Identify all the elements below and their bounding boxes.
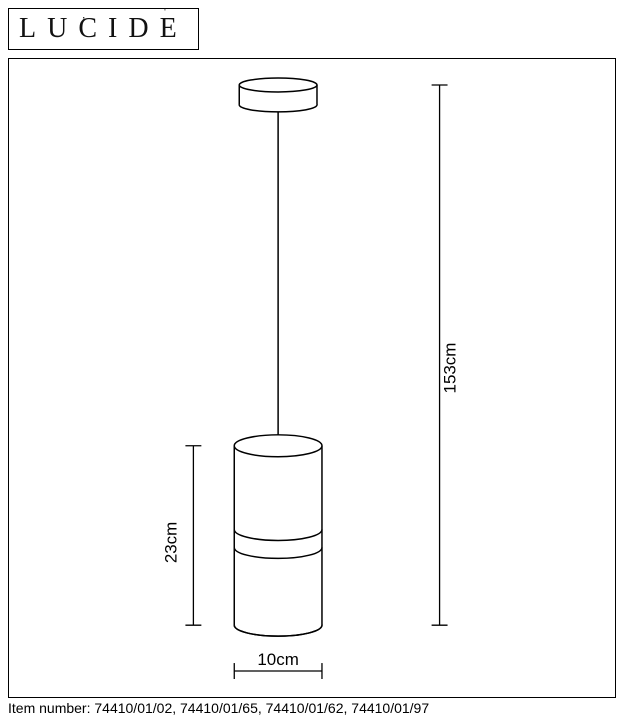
dim-lamp-height: 23cm — [161, 446, 201, 625]
item-number: Item number: 74410/01/02, 74410/01/65, 7… — [8, 700, 429, 716]
brand-logo: LUC,IDEˈ — [8, 8, 199, 50]
item-number-label: Item number: — [8, 700, 90, 716]
item-number-values: 74410/01/02, 74410/01/65, 74410/01/62, 7… — [94, 700, 429, 716]
dim-height-label: 23cm — [161, 522, 180, 563]
technical-drawing: 153cm 23cm 10cm — [9, 59, 615, 697]
dim-lamp-width: 10cm — [234, 650, 322, 679]
dim-total-label: 153cm — [441, 343, 460, 394]
drawing-frame: 153cm 23cm 10cm — [8, 58, 616, 698]
dim-total-height: 153cm — [432, 85, 460, 625]
dim-width-label: 10cm — [257, 650, 298, 669]
lamp-body — [234, 435, 322, 636]
canopy — [239, 78, 317, 112]
